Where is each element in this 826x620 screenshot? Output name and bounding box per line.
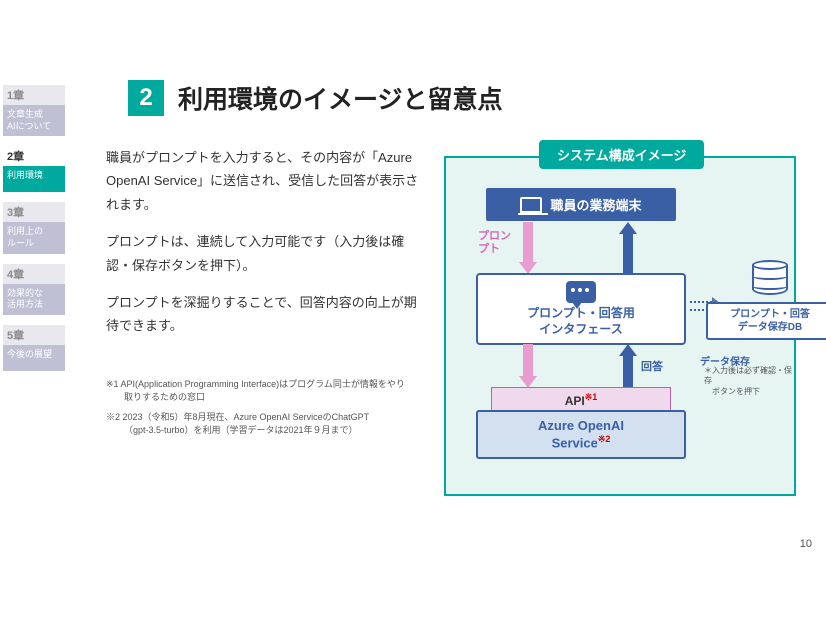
chat-icon: [566, 281, 596, 303]
interface-node: プロンプト・回答用インタフェース: [476, 273, 686, 345]
nav-label: 文章生成AIについて: [3, 105, 65, 136]
body-text: 職員がプロンプトを入力すると、その内容が「Azure OpenAI Servic…: [106, 146, 426, 444]
api-label: API: [565, 394, 585, 408]
title-number: 2: [128, 80, 164, 116]
nav-item-5[interactable]: 5章 今後の展望: [3, 325, 65, 371]
footnotes: ※1 API(Application Programming Interface…: [106, 378, 426, 438]
arrow-prompt-down2-icon: [521, 344, 537, 388]
prompt-arrow-label: プロンプト: [478, 230, 511, 256]
api-sup: ※1: [585, 392, 598, 402]
nav-item-4[interactable]: 4章 効果的な活用方法: [3, 264, 65, 315]
paragraph-2: プロンプトは、連続して入力可能です（入力後は確認・保存ボタンを押下）。: [106, 230, 426, 277]
answer-arrow-label: 回答: [641, 358, 663, 374]
laptop-icon: [520, 197, 542, 213]
azure-label: Azure OpenAIService: [538, 418, 624, 450]
nav-chapter: 5章: [3, 325, 65, 345]
database-icon: [752, 260, 788, 298]
nav-item-2[interactable]: 2章 利用環境: [3, 146, 65, 192]
arrow-answer-up-icon: [621, 222, 635, 274]
interface-label: プロンプト・回答用インタフェース: [478, 306, 684, 337]
nav-chapter: 4章: [3, 264, 65, 284]
main-content: 2 利用環境のイメージと留意点 職員がプロンプトを入力すると、その内容が「Azu…: [78, 0, 818, 620]
arrow-answer-up2-icon: [621, 344, 637, 388]
nav-chapter: 2章: [3, 146, 65, 166]
nav-label: 今後の展望: [3, 345, 65, 371]
paragraph-1: 職員がプロンプトを入力すると、その内容が「Azure OpenAI Servic…: [106, 146, 426, 216]
arrow-prompt-down-icon: [521, 222, 535, 274]
system-diagram: システム構成イメージ 職員の業務端末 プロンプト プロンプト・回答用インタフェー…: [444, 146, 798, 444]
azure-sup: ※2: [598, 434, 611, 444]
footnote-1b: 取りするための窓口: [106, 392, 205, 402]
nav-item-1[interactable]: 1章 文章生成AIについて: [3, 85, 65, 136]
diagram-frame: 職員の業務端末 プロンプト プロンプト・回答用インタフェース: [444, 156, 796, 496]
nav-item-3[interactable]: 3章 利用上のルール: [3, 202, 65, 253]
terminal-node: 職員の業務端末: [486, 188, 676, 221]
footnote-1: ※1 API(Application Programming Interface…: [106, 379, 405, 389]
sidebar: 1章 文章生成AIについて 2章 利用環境 3章 利用上のルール 4章 効果的な…: [0, 0, 68, 620]
paragraph-3: プロンプトを深掘りすることで、回答内容の向上が期待できます。: [106, 291, 426, 338]
nav-chapter: 1章: [3, 85, 65, 105]
footnote-2: ※2 2023（令和5）年8月現在、Azure OpenAI ServiceのC…: [106, 412, 369, 422]
nav-label: 効果的な活用方法: [3, 284, 65, 315]
page-number: 10: [800, 538, 812, 550]
db-label: プロンプト・回答データ保存DB: [706, 302, 826, 340]
nav-chapter: 3章: [3, 202, 65, 222]
azure-node: Azure OpenAIService※2: [476, 410, 686, 459]
page-title-row: 2 利用環境のイメージと留意点: [128, 80, 818, 116]
nav-label: 利用上のルール: [3, 222, 65, 253]
db-node: プロンプト・回答データ保存DB: [724, 260, 816, 340]
terminal-label: 職員の業務端末: [550, 195, 641, 214]
data-save-note: ＊入力後は必ず確認・保存 ボタンを押下: [704, 366, 794, 397]
nav-label: 利用環境: [3, 166, 65, 192]
footnote-2b: （gpt-3.5-turbo）を利用（学習データは2021年９月まで）: [106, 425, 358, 435]
title-text: 利用環境のイメージと留意点: [178, 80, 503, 116]
diagram-title: システム構成イメージ: [539, 140, 704, 169]
